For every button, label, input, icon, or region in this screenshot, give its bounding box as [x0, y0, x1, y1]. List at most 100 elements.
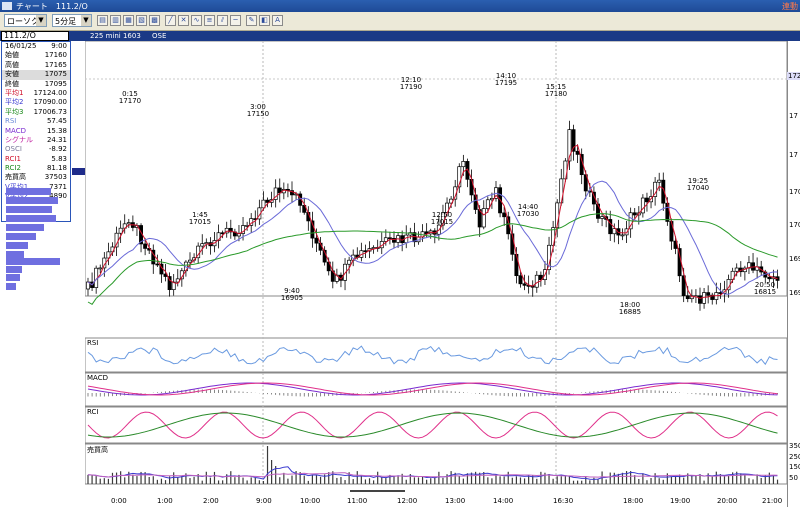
candle-body: [200, 243, 205, 247]
info-key: 売買高: [5, 173, 26, 182]
volume-average-2-line: [87, 472, 778, 478]
price-annotation: 3:00 17150: [246, 103, 270, 118]
candle-body: [228, 227, 233, 233]
info-key: 終値: [5, 79, 19, 88]
info-value: 17006.73: [33, 107, 67, 116]
volume-profile-bar: [6, 266, 22, 273]
volume-profile-bar: [6, 206, 52, 213]
volume-profile-bar: [6, 215, 56, 222]
chevron-down-icon: ▼: [36, 15, 46, 26]
text-tool-icon[interactable]: A: [272, 15, 283, 26]
candle-body: [314, 237, 319, 244]
candle-body: [600, 216, 605, 219]
candle-body: [710, 294, 715, 300]
candle-body: [343, 263, 347, 281]
info-key: RCI1: [5, 154, 21, 163]
app-icon: [2, 2, 12, 10]
info-value: 81.18: [46, 164, 67, 173]
instrument-name: 225 mini 1603: [90, 32, 141, 40]
info-row: RSI 57.45: [2, 117, 70, 126]
candle-body: [241, 225, 245, 234]
info-value: -8.92: [48, 145, 67, 154]
time-tick: 10:00: [300, 497, 321, 505]
time-tick: 20:00: [717, 497, 738, 505]
candle-body: [98, 267, 103, 270]
candle-chart-icon[interactable]: ▥: [110, 15, 121, 26]
candle-body: [204, 242, 209, 245]
symbol-code-input[interactable]: 111.2/O: [1, 31, 69, 41]
rci2-line: [87, 412, 778, 438]
chart-type-value: ローソク: [7, 17, 39, 26]
wave-line-icon[interactable]: ∿: [191, 15, 202, 26]
price-annotation: 12:50 17015: [430, 211, 454, 226]
price-axis[interactable]: [787, 41, 800, 507]
info-key: 平均2: [5, 98, 24, 107]
candle-body: [518, 275, 523, 285]
info-key: 平均3: [5, 107, 24, 116]
rsi-line: [87, 345, 778, 366]
info-value: 17160: [44, 51, 67, 60]
price-annotation: 15:15 17180: [544, 83, 568, 98]
volume-tick: 150: [789, 463, 800, 471]
info-value: 17124.00: [33, 88, 67, 97]
price-annotation: 1:45 17015: [188, 211, 212, 226]
candle-body: [155, 263, 160, 266]
price-annotation: 12:10 17190: [399, 76, 423, 91]
rci-panel: [85, 406, 787, 444]
info-row: 終値 17095: [2, 80, 70, 89]
time-tick: 16:30: [553, 497, 574, 505]
bar-chart-icon[interactable]: ▦: [123, 15, 134, 26]
macd-panel-label: MACD: [87, 374, 108, 382]
candle-body: [485, 199, 490, 209]
info-row: RCI2 81.18: [2, 164, 70, 173]
candle-body: [624, 228, 629, 236]
candle-body: [392, 237, 396, 243]
volume-profile-bar: [6, 224, 44, 231]
time-tick: 14:00: [493, 497, 514, 505]
info-row: 平均1 17124.00: [2, 89, 70, 98]
candle-body: [681, 275, 686, 297]
info-value: 17090.00: [33, 98, 67, 107]
info-key: OSCI: [5, 145, 22, 154]
volume-profile-bar: [6, 274, 20, 281]
trend-line-icon[interactable]: ╱: [165, 15, 176, 26]
symbol-list-icon[interactable]: ▤: [97, 15, 108, 26]
info-value: 17095: [44, 79, 67, 88]
candle-body: [302, 205, 307, 213]
volume-chart-icon[interactable]: ▧: [136, 15, 147, 26]
pencil-icon[interactable]: ✎: [246, 15, 257, 26]
macd-signal-line: [87, 382, 778, 396]
window-title-bar: チャート 111.2/O 連動: [0, 0, 800, 12]
time-tick: 18:00: [623, 497, 644, 505]
candle-body: [620, 234, 625, 237]
time-tick: 13:00: [445, 497, 466, 505]
rci1-line: [87, 411, 778, 439]
chart-plot-area[interactable]: [85, 41, 787, 507]
info-value: 9:00: [51, 42, 67, 50]
candle-body: [640, 197, 645, 214]
chart-type-select[interactable]: ローソク ▼: [4, 14, 47, 27]
volume-profile-bar: [6, 233, 36, 240]
moving-average-1-line: [87, 144, 778, 299]
candle-body: [685, 295, 690, 300]
info-key: MACD: [5, 126, 26, 135]
macd-line: [87, 382, 778, 396]
candle-body: [645, 197, 649, 203]
link-toggle[interactable]: 連動: [782, 2, 798, 11]
grid-icon[interactable]: ▩: [149, 15, 160, 26]
price-annotation: 14:10 17195: [494, 72, 518, 87]
eraser-icon[interactable]: ◧: [259, 15, 270, 26]
interval-select[interactable]: 5分足 ▼: [52, 14, 92, 27]
info-value: 4890: [49, 192, 67, 201]
horizontal-line-icon[interactable]: ─: [230, 15, 241, 26]
candle-body: [481, 208, 486, 228]
info-value: 5.83: [51, 154, 67, 163]
info-key: 安値: [5, 70, 19, 79]
cross-line-icon[interactable]: ✕: [178, 15, 189, 26]
fibonacci-icon[interactable]: ≡: [204, 15, 215, 26]
channel-icon[interactable]: ⫽: [217, 15, 228, 26]
info-row: V平均1 7371: [2, 183, 70, 192]
candle-body: [698, 295, 702, 304]
candle-body: [118, 227, 123, 234]
info-row: シグナル 24.31: [2, 136, 70, 145]
